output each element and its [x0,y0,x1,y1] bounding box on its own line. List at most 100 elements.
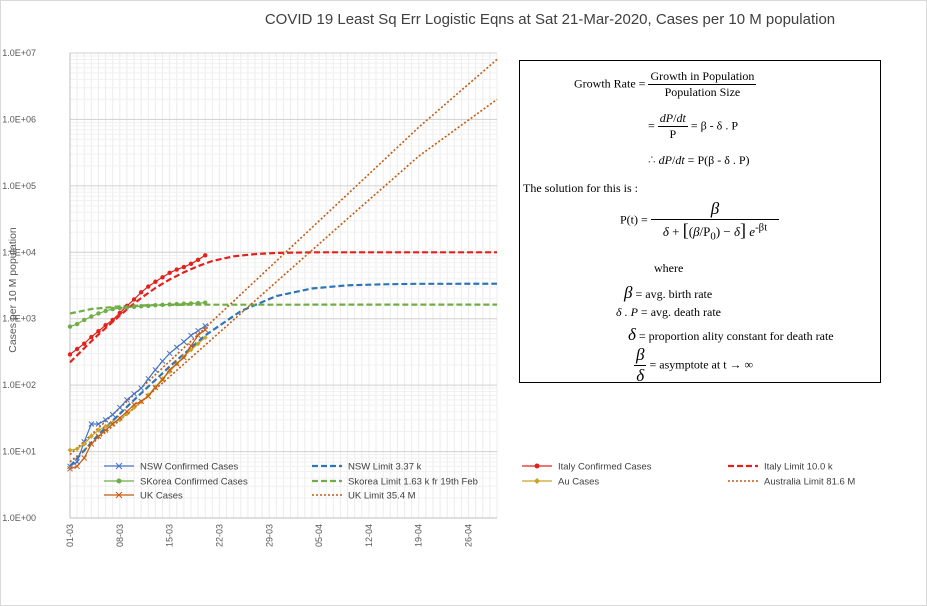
delta-1: δ [662,224,669,239]
data-point [202,335,208,341]
data-point [174,267,179,272]
data-point [96,311,101,316]
data-point [67,465,73,472]
data-point [166,366,173,373]
data-point [188,332,194,339]
where-label: where [654,261,684,275]
data-point [96,328,101,334]
data-point [74,321,80,327]
data-point [89,334,94,340]
data-point [145,375,152,382]
legend-entry: NSW Limit 3.37 k [312,462,422,473]
data-point [116,415,123,421]
data-point [110,306,115,312]
legend-label: Australia Limit 81.6 M [764,477,855,488]
beta-over-delta: β δ [634,345,647,386]
data-point [67,352,73,357]
delta-symbol: δ [628,325,636,344]
data-point [131,390,137,397]
data-point [195,327,201,334]
data-point [110,420,116,426]
growth-rate-label: Growth Rate [574,76,636,91]
data-point [181,354,187,361]
formula-growth-rate: Growth Rate = Growth in Population Popul… [574,69,757,99]
legend-entry: Italy Confirmed Cases [522,462,652,473]
p0-symbol: P [703,224,711,239]
series-line [69,329,206,470]
data-point [131,401,137,408]
p0-subscript: 0 [710,230,716,243]
legend-label: UK Limit 35.4 M [348,491,416,502]
solution-fraction: β δ + [(β/P0) − δ] e-βt [650,199,780,243]
data-point [153,279,158,284]
grid-lines [69,52,498,519]
exponent: -βt [755,221,768,234]
data-point [124,397,130,403]
data-point [95,421,102,427]
y-tick-label: 1.0E+05 [2,181,36,191]
birth-rate-line: β = avg. birth rate [624,283,712,303]
data-point [82,317,87,323]
data-point [117,310,123,316]
legend-entry: SKorea Confirmed Cases [104,477,248,488]
formula-solution: P(t) = β δ + [(β/P0) − δ] e-βt [620,199,780,243]
growth-numerator: Growth in Population [648,69,757,85]
data-point [110,317,115,323]
x-tick-label: 26-04 [464,524,474,547]
rhs-1: = β - δ . P [690,118,739,133]
data-point [173,344,180,351]
data-point [82,341,87,346]
data-point [109,421,116,427]
legend: NSW Confirmed Cases NSW Limit 3.37 k Italy… [104,462,855,502]
y-tick-label: 1.0E+03 [2,314,36,324]
data-point [173,360,180,367]
data-point [145,393,152,400]
data-point [74,346,80,352]
dt-symbol: dt [676,111,686,125]
formula-line-2: = dP/dt P = β - δ . P [648,111,739,141]
y-tick-label: 1.0E+06 [2,114,36,124]
beta-top: β [634,345,647,366]
data-point [188,261,194,267]
prop-const-line: δ = proportion ality constant for death … [628,325,834,345]
data-point [88,441,95,447]
data-point [124,408,130,415]
legend-label: Italy Confirmed Cases [558,462,652,473]
data-point [138,290,144,295]
data-point [160,302,165,307]
x-tick-label: 01-03 [65,524,75,547]
legend-label: Italy Limit 10.0 k [764,462,833,473]
beta-inner: β [693,224,700,239]
data-point [167,369,173,375]
legend-entry: Skorea Limit 1.63 k fr 19th Feb [312,477,478,488]
legend-entry: Italy Limit 10.0 k [728,462,833,473]
data-point [131,297,137,302]
data-point [174,301,179,307]
birth-rate-text: = avg. birth rate [635,287,713,301]
data-point [89,314,94,319]
data-point [95,427,101,433]
data-point [203,300,208,305]
series-line [69,337,206,451]
data-point [188,301,194,306]
prop-const-text: = proportion ality constant for death ra… [638,329,834,343]
data-point [181,264,187,270]
legend-label: NSW Limit 3.37 k [348,462,422,473]
data-point [167,302,172,307]
data-point [103,423,109,429]
data-point [67,447,73,453]
y-axis-title: Cases per 10 M population [7,227,19,353]
legend-label: UK Cases [140,491,183,502]
x-tick-label: 08-03 [115,524,125,547]
data-point [181,338,187,345]
x-tick-label: 15-03 [165,524,175,547]
data-point [195,300,201,306]
legend-label: Skorea Limit 1.63 k fr 19th Feb [348,477,478,488]
data-point [103,322,108,328]
legend-entry: NSW Confirmed Cases [104,462,238,473]
data-point [145,392,151,398]
dp-symbol-2: dP [658,153,672,167]
data-point [195,257,201,263]
y-tick-label: 1.0E+02 [2,380,36,390]
